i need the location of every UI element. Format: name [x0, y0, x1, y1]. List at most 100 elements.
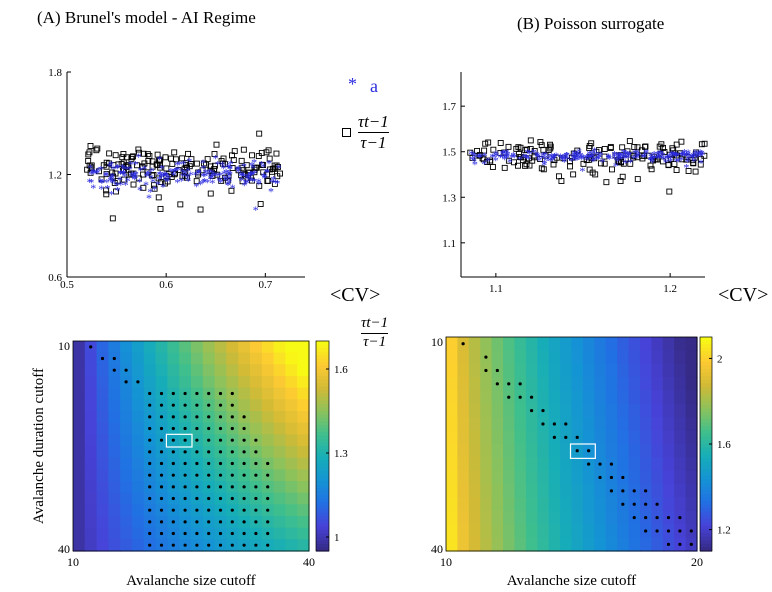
colorbar-segment: [700, 536, 712, 541]
colorbar-segment: [700, 444, 712, 449]
significance-dot: [218, 391, 223, 396]
asterisk-point: *: [200, 169, 206, 183]
asterisk-point: *: [640, 150, 646, 164]
asterisk-point: *: [219, 158, 225, 172]
heatmap-cell: [238, 364, 251, 377]
square-point: [651, 156, 658, 163]
heatmap-cell: [594, 350, 607, 365]
asterisk-point: *: [226, 172, 232, 186]
square-point: [135, 146, 142, 153]
square-point: [275, 163, 281, 170]
colorbar-segment: [700, 422, 712, 427]
asterisk-point: *: [536, 153, 542, 167]
square-point: [186, 163, 193, 170]
heatmap-cell: [651, 537, 664, 552]
heatmap-cell: [446, 484, 459, 499]
heatmap-cell: [537, 377, 550, 392]
heatmap-cell: [273, 469, 286, 482]
square-point: [665, 162, 672, 169]
significance-dot: [575, 435, 579, 439]
square-point: [642, 143, 649, 150]
heatmap-cell: [582, 510, 595, 525]
asterisk-point: *: [200, 162, 206, 176]
asterisk-point: *: [131, 172, 137, 186]
significance-dot: [266, 508, 270, 512]
heatmap-cell: [108, 411, 121, 424]
asterisk-point: *: [156, 168, 162, 182]
square-point: [545, 146, 552, 153]
colorbar-segment: [700, 518, 712, 524]
heatmap-cell: [226, 341, 239, 354]
y-tick-label: 1.1: [442, 238, 456, 250]
heatmap-cell: [605, 524, 618, 539]
heatmap-cell: [273, 492, 286, 505]
square-point: [188, 156, 195, 163]
significance-dot: [148, 438, 152, 442]
significance-dot: [218, 450, 223, 454]
significance-dot: [242, 415, 246, 419]
asterisk-point: *: [614, 154, 620, 168]
colorbar-segment: [700, 508, 712, 513]
square-point: [485, 139, 492, 146]
square-point: [171, 149, 178, 156]
square-point: [135, 175, 142, 182]
heatmap-cell: [685, 444, 698, 458]
heatmap-cell: [514, 510, 527, 525]
asterisk-point: *: [130, 170, 136, 184]
square-point: [85, 151, 92, 158]
asterisk-point: *: [675, 155, 681, 169]
significance-dot: [230, 496, 234, 501]
significance-dot: [242, 461, 246, 466]
asterisk-point: *: [114, 162, 120, 176]
colorbar-segment: [316, 404, 329, 409]
colorbar-segment: [316, 372, 329, 377]
heatmap-cell: [628, 377, 641, 392]
square-point: [239, 178, 246, 185]
square-point: [88, 165, 95, 172]
asterisk-point: *: [550, 151, 556, 165]
asterisk-point: *: [681, 146, 687, 160]
significance-dot: [242, 485, 246, 489]
colorbar-tick-label: 1: [334, 532, 340, 544]
significance-dot: [207, 391, 211, 396]
asterisk-point: *: [246, 171, 252, 185]
asterisk-point: *: [527, 147, 533, 161]
significance-dot: [148, 543, 152, 547]
legend-ratio-numerator: τt−1: [358, 112, 389, 131]
heatmap-cell: [250, 341, 263, 354]
asterisk-point: *: [606, 152, 612, 166]
heatmap-cell: [73, 387, 86, 400]
heatmap-cell: [514, 363, 527, 378]
square-point: [157, 205, 164, 212]
square-point: [648, 166, 655, 173]
colorbar-segment: [700, 401, 712, 406]
square-point: [193, 160, 200, 167]
significance-dot: [171, 496, 175, 501]
square-point: [169, 160, 176, 167]
heatmap-cell: [214, 352, 227, 365]
heatmap-cell: [457, 510, 470, 525]
heatmap-cell: [628, 444, 641, 458]
heatmap-cell: [651, 430, 664, 445]
colorbar-segment: [700, 447, 712, 452]
heatmap-cell: [480, 430, 493, 445]
significance-dot: [171, 426, 175, 431]
significance-dot: [242, 438, 246, 442]
heatmap-cell: [273, 539, 286, 552]
significance-dot: [218, 543, 223, 547]
heatmap-cell: [594, 537, 607, 552]
asterisk-point: *: [137, 175, 143, 189]
significance-dot: [242, 520, 246, 524]
asterisk-point: *: [669, 147, 675, 161]
square-point: [103, 159, 110, 166]
significance-dot: [112, 356, 116, 361]
colorbar-segment: [316, 470, 329, 475]
asterisk-point: *: [115, 183, 121, 197]
heatmap-cell: [560, 350, 573, 365]
asterisk-point: *: [213, 152, 219, 166]
square-point: [140, 150, 147, 157]
heatmap-cell: [108, 481, 121, 494]
asterisk-point: *: [209, 176, 215, 190]
heatmap-cell: [297, 492, 310, 505]
